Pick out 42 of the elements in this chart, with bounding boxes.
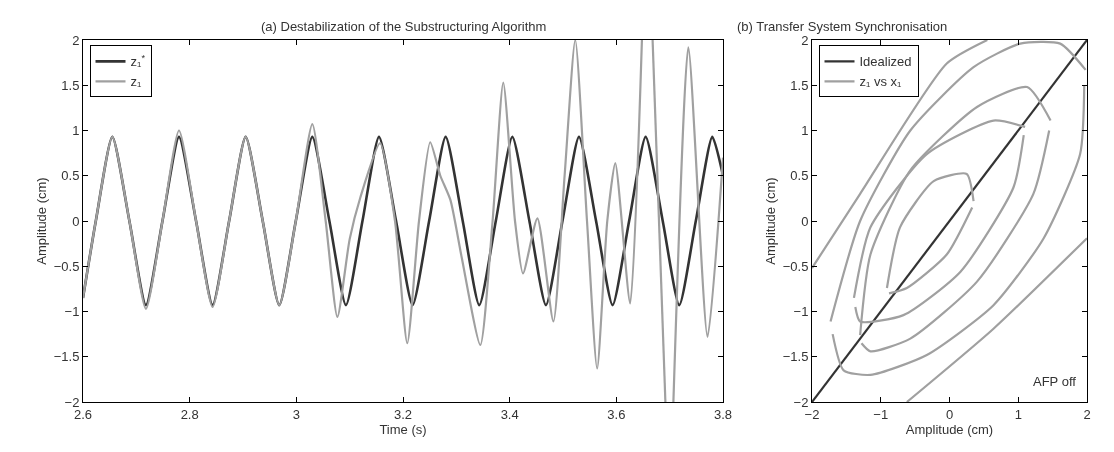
x-axis-title: Amplitude (cm) [905, 421, 994, 437]
legend-label: z₁$^{*}$ [130, 52, 146, 70]
y-tick-label: 0.5 [61, 168, 80, 184]
y-tick-label: 0 [801, 213, 809, 229]
chart-title: (b) Transfer System Synchronisation [737, 19, 948, 34]
x-tick-label: 1 [1014, 406, 1022, 422]
y-axis-title: Amplitude (cm) [762, 177, 778, 265]
y-tick-label: 1 [801, 123, 809, 139]
y-tick-label: 2 [801, 32, 809, 48]
x-tick-label: 2.8 [180, 406, 199, 422]
y-tick-label: 1 [72, 123, 80, 139]
x-tick-label: 3.6 [607, 406, 626, 422]
line-series [860, 129, 1051, 353]
y-tick-label: −0.5 [53, 258, 80, 274]
y-tick-label: 1.5 [61, 77, 80, 93]
x-tick-label: 3 [292, 406, 300, 422]
line-series [885, 172, 975, 290]
x-tick-label: 3.4 [500, 406, 519, 422]
x-tick-label: −1 [873, 406, 889, 422]
legend-label: z₁ vs x₁ [859, 74, 903, 90]
y-axis-title: Amplitude (cm) [33, 177, 49, 265]
x-tick-label: 3.8 [713, 406, 733, 422]
y-tick-label: 0 [72, 213, 80, 229]
y-tick-label: 1.5 [790, 77, 809, 93]
x-axis-title: Time (s) [379, 421, 427, 437]
legend-label: Idealized [859, 54, 912, 70]
x-tick-label: 2 [1083, 406, 1091, 422]
y-tick-label: −1 [793, 304, 809, 320]
y-tick-label: −1.5 [782, 349, 809, 365]
y-tick-label: 2 [72, 32, 80, 48]
line-series [887, 206, 974, 295]
y-tick-label: −1.5 [53, 349, 80, 365]
legend-label: z₁ [130, 74, 142, 90]
y-tick-label: 0.5 [790, 168, 809, 184]
y-tick-label: −2 [793, 394, 809, 410]
x-tick-label: 0 [945, 406, 954, 422]
annotation: AFP off [1033, 374, 1077, 389]
y-tick-label: −1 [64, 304, 80, 320]
y-tick-label: −0.5 [782, 258, 809, 274]
chart-title: (a) Destabilization of the Substructuring Algorithm [261, 19, 547, 34]
x-tick-label: 3.2 [393, 406, 413, 422]
line-series [812, 40, 989, 270]
